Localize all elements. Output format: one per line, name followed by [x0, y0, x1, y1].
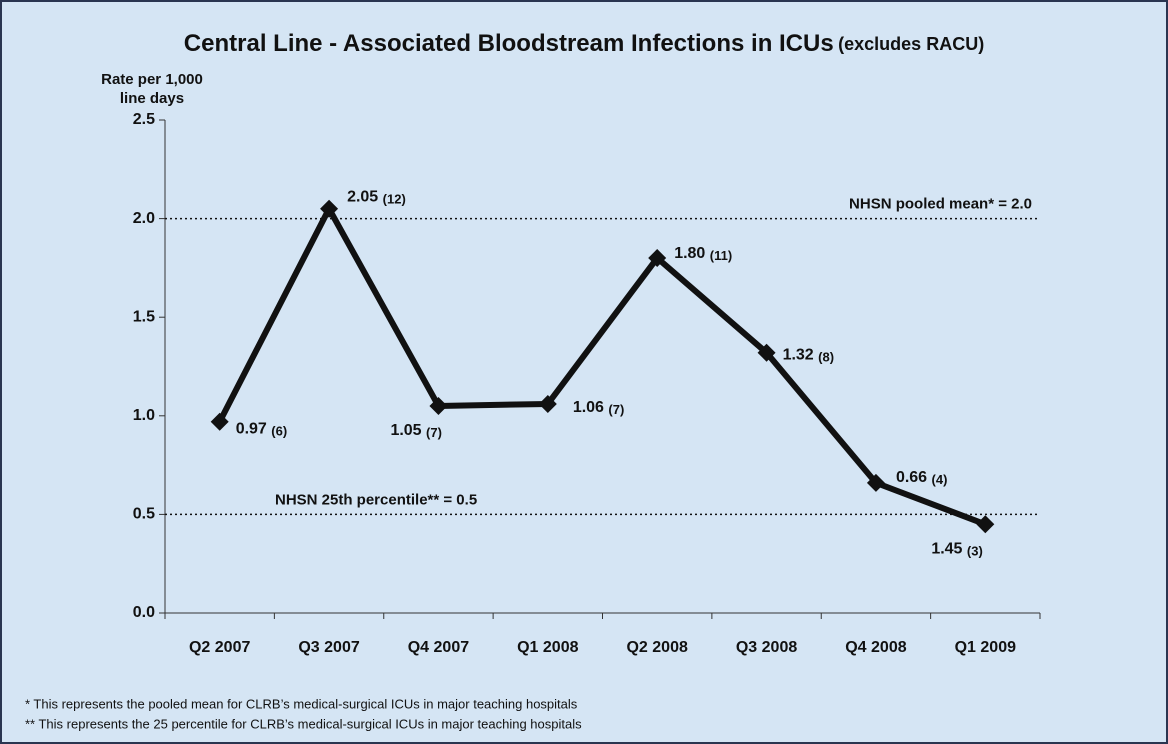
x-tick-label: Q2 2007	[189, 639, 250, 656]
data-label-value: 1.05	[390, 422, 421, 439]
data-label-value: 0.97	[236, 421, 267, 438]
data-label-value: 1.80	[674, 245, 705, 262]
chart-title: Central Line - Associated Bloodstream In…	[184, 30, 984, 57]
data-label: 2.05 (12)	[347, 189, 406, 207]
point	[210, 412, 229, 431]
data-label-value: 1.32	[783, 347, 814, 364]
title-main: Central Line - Associated Bloodstream In…	[184, 30, 834, 57]
x-tick-label: Q4 2007	[408, 639, 469, 656]
y-axis-label: Rate per 1,000	[101, 71, 203, 88]
y-tick-label: 1.0	[133, 407, 155, 424]
point	[976, 515, 995, 534]
footnote: ** This represents the 25 percentile for…	[25, 716, 582, 731]
y-tick-label: 1.5	[133, 308, 155, 325]
data-label-count: (11)	[710, 248, 732, 263]
y-tick-label: 2.5	[133, 111, 155, 128]
point	[866, 473, 885, 492]
data-label-value: 1.06	[573, 399, 604, 416]
data-label: 1.06 (7)	[573, 399, 624, 417]
point	[757, 343, 776, 362]
data-label: 1.45 (3)	[931, 540, 982, 558]
data-label: 0.66 (4)	[896, 469, 947, 487]
point	[429, 396, 448, 415]
data-label: 1.32 (8)	[783, 347, 834, 365]
reference-label: NHSN 25th percentile** = 0.5	[275, 491, 477, 508]
x-tick-label: Q1 2008	[517, 639, 578, 656]
data-label: 0.97 (6)	[236, 421, 287, 439]
y-tick-label: 2.0	[133, 210, 155, 227]
data-label-value: 0.66	[896, 469, 927, 486]
point	[538, 394, 557, 413]
x-tick-label: Q2 2008	[626, 639, 687, 656]
x-tick-label: Q3 2007	[298, 639, 359, 656]
reference-label: NHSN pooled mean* = 2.0	[849, 196, 1032, 213]
data-label: 1.80 (11)	[674, 245, 732, 263]
y-tick-label: 0.0	[133, 604, 155, 621]
data-label-count: (4)	[932, 472, 948, 487]
x-tick-label: Q4 2008	[845, 639, 906, 656]
data-label-count: (7)	[608, 402, 624, 417]
y-tick-label: 0.5	[133, 506, 155, 523]
x-tick-label: Q1 2009	[955, 639, 1016, 656]
x-tick-label: Q3 2008	[736, 639, 797, 656]
data-label-count: (7)	[426, 425, 442, 440]
y-axis-label: line days	[120, 90, 184, 107]
title-note: (excludes RACU)	[838, 34, 984, 54]
footnote: * This represents the pooled mean for CL…	[25, 696, 578, 711]
data-label-value: 2.05	[347, 189, 378, 206]
point	[648, 249, 667, 268]
data-label: 1.05 (7)	[390, 422, 441, 440]
line	[217, 205, 987, 528]
data-label-count: (3)	[967, 544, 983, 559]
data-label-count: (6)	[271, 424, 287, 439]
data-label-value: 1.45	[931, 540, 962, 557]
point	[320, 199, 339, 218]
data-label-count: (8)	[818, 350, 834, 365]
data-label-count: (12)	[383, 192, 406, 207]
